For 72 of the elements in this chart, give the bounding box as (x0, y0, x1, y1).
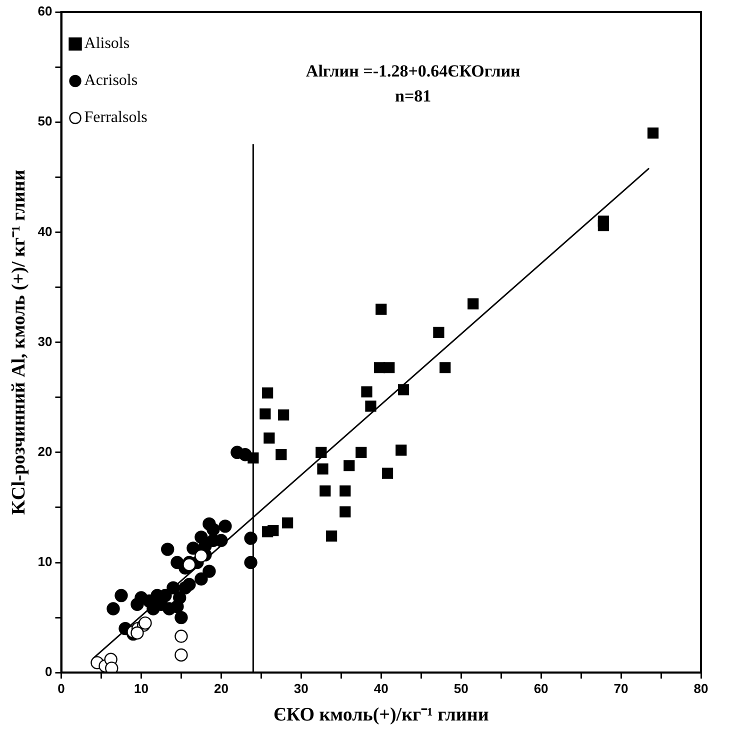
point (206, 522, 220, 536)
x-tick-label: 10 (134, 680, 148, 696)
point (178, 581, 192, 594)
point (194, 572, 208, 586)
point (317, 463, 328, 474)
point (278, 409, 290, 421)
point (174, 630, 188, 643)
point (316, 446, 327, 458)
y-tick-label: 30 (38, 334, 52, 349)
point (264, 432, 275, 444)
legend-label: Alisols (84, 35, 130, 52)
point (186, 542, 200, 555)
point (340, 506, 351, 518)
x-tick-label: 70 (614, 680, 628, 696)
annotation: Alглин =-1.28+0.64ЄКОглин (306, 61, 521, 80)
point (376, 304, 387, 315)
point (114, 588, 128, 602)
point (320, 485, 331, 496)
point (174, 648, 188, 662)
point (182, 558, 196, 572)
point (326, 530, 338, 542)
y-tick-label: 10 (38, 554, 52, 570)
point (361, 386, 372, 398)
point (340, 485, 351, 496)
point (194, 549, 208, 562)
point (433, 326, 444, 338)
point (174, 610, 188, 624)
point (130, 626, 144, 640)
point (244, 532, 258, 545)
point (356, 446, 367, 458)
point (647, 128, 659, 139)
point (202, 564, 216, 578)
point (130, 598, 144, 611)
x-tick-label: 30 (294, 680, 308, 696)
annotation: n=81 (395, 86, 432, 106)
point (268, 525, 279, 536)
point (166, 581, 180, 594)
point (260, 408, 271, 420)
point (365, 400, 376, 412)
y-axis-title: KCl-розчинний Al, кмоль (+)/ кг⁻¹ глини (8, 170, 30, 515)
point (244, 556, 258, 570)
point (282, 517, 294, 528)
point (161, 542, 174, 556)
point (106, 602, 120, 616)
y-tick-label: 60 (38, 4, 52, 19)
y-tick-label: 0 (45, 664, 52, 680)
point (218, 520, 232, 533)
x-tick-label: 50 (454, 680, 468, 696)
point (238, 448, 252, 462)
x-tick-label: 20 (214, 680, 228, 696)
point (262, 387, 274, 398)
point (384, 362, 395, 374)
x-tick-label: 60 (534, 680, 548, 696)
x-tick-label: 0 (58, 680, 65, 696)
x-tick-label: 40 (374, 680, 388, 696)
point (398, 384, 410, 396)
y-tick-label: 40 (38, 224, 52, 239)
point (468, 298, 479, 310)
y-tick-label: 20 (38, 444, 52, 459)
point (105, 662, 118, 673)
point (382, 468, 394, 479)
point (598, 220, 609, 232)
x-tick-label: 80 (694, 680, 708, 696)
legend-label: Ferralsols (84, 109, 148, 126)
legend-label: Acrisols (84, 72, 138, 90)
point (344, 460, 355, 472)
x-axis-title: ЄКО кмоль(+)/кг⁻¹ глини (273, 704, 489, 726)
point (440, 362, 451, 374)
point (276, 449, 287, 460)
y-tick-label: 50 (38, 114, 52, 129)
point (173, 591, 186, 604)
point (396, 444, 407, 456)
